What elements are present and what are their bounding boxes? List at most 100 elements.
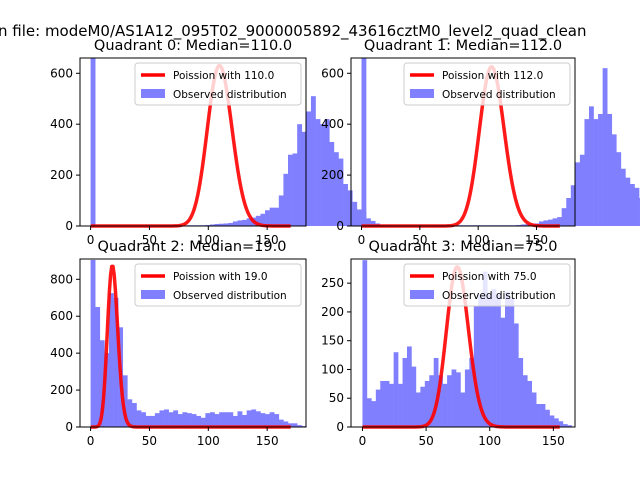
histogram-bar	[500, 317, 506, 427]
x-tick-label: 0	[87, 233, 95, 247]
axis-ticks: 0 50 100 150 0 200 400 600 800	[50, 272, 279, 448]
histogram-bar	[473, 306, 479, 427]
histogram-bar	[375, 389, 381, 427]
y-tick-label: 600	[50, 309, 73, 323]
legend-box	[403, 263, 571, 307]
y-tick-label: 0	[65, 219, 73, 233]
y-tick-label: 100	[321, 362, 344, 376]
legend-box	[403, 62, 571, 106]
legend-poisson-label: Poission with 19.0	[173, 271, 268, 283]
legend-hist-label: Observed distribution	[173, 89, 287, 101]
histogram-bar	[424, 380, 430, 427]
x-tick-label: 50	[418, 434, 433, 448]
histogram-bar	[549, 415, 555, 427]
histogram-bar	[246, 410, 252, 427]
histogram-bar	[429, 375, 435, 427]
histogram-bar	[232, 221, 238, 226]
histogram-bar	[384, 380, 390, 427]
histogram-bar	[297, 425, 303, 427]
histogram-bar	[168, 412, 174, 427]
histogram-bar	[278, 195, 284, 226]
histogram-bar	[141, 412, 146, 427]
histogram-bar	[177, 414, 183, 427]
histogram-bar	[451, 369, 457, 427]
histogram-bar	[447, 375, 452, 427]
histogram-bar	[108, 293, 114, 427]
histogram-bar	[469, 357, 475, 427]
histogram-bar	[598, 114, 603, 226]
subplot-title: Quadrant 0: Median=110.0	[94, 38, 292, 54]
histogram-bar	[274, 207, 280, 226]
axes-frame	[350, 258, 576, 428]
legend: Poission with 112.0 Observed distributio…	[403, 62, 571, 106]
histogram-bar	[389, 383, 394, 427]
histogram-bar	[362, 260, 368, 427]
histogram-bar	[173, 410, 179, 427]
histogram-bar	[561, 208, 567, 226]
legend-box	[134, 62, 302, 106]
x-tick-label: 50	[412, 233, 427, 247]
histogram-bar	[306, 111, 312, 226]
histogram-bar	[543, 220, 549, 226]
histogram-bar	[438, 375, 443, 427]
histogram-bar	[540, 403, 546, 427]
histogram-bar	[338, 158, 344, 226]
histogram-bar	[301, 131, 307, 226]
x-tick-label: 0	[87, 434, 95, 448]
axes-frame	[350, 57, 576, 227]
histogram-bar	[545, 409, 550, 427]
histogram-bar	[464, 369, 470, 427]
histogram-bar	[228, 222, 234, 226]
y-tick-label: 200	[321, 168, 344, 182]
histogram-bar	[402, 357, 408, 427]
histogram-bar	[616, 152, 622, 226]
histogram-bar	[283, 173, 289, 226]
histogram-bar	[278, 419, 284, 427]
histogram-bar	[420, 386, 426, 427]
x-tick-label: 0	[358, 233, 366, 247]
legend-poisson-label: Poission with 110.0	[173, 70, 274, 82]
x-tick-label: 0	[359, 434, 367, 448]
histogram-bar	[361, 58, 367, 226]
histogram-bar	[90, 58, 96, 226]
subplot-title: Quadrant 3: Median=75.0	[369, 239, 558, 255]
histogram-bar	[522, 375, 528, 427]
histogram-bar	[237, 220, 243, 226]
histogram-bar	[219, 223, 225, 226]
histogram-bar	[297, 124, 303, 226]
histogram-bar	[456, 372, 461, 427]
histogram-bar	[260, 213, 266, 226]
histogram-bar	[562, 424, 568, 427]
histogram-bar	[228, 412, 234, 427]
histogram-bar	[113, 297, 119, 427]
y-tick-label: 600	[50, 66, 73, 80]
histogram-bar	[223, 412, 229, 427]
histogram-bar	[255, 411, 261, 427]
histogram-bar	[99, 340, 105, 427]
histogram-bar	[433, 357, 439, 427]
histogram-bar	[343, 184, 348, 226]
histogram-bar	[538, 221, 544, 226]
histogram-bar	[527, 380, 533, 427]
histogram-bar	[232, 415, 238, 427]
histogram-bar	[491, 288, 497, 427]
histogram-bar	[411, 366, 417, 427]
legend-hist-swatch	[141, 290, 165, 299]
histogram-bar	[283, 421, 289, 427]
histogram-bar	[407, 346, 412, 427]
y-tick-label: 150	[321, 334, 344, 348]
y-tick-label: 200	[50, 383, 73, 397]
histogram-bar	[607, 114, 613, 226]
histogram-bar	[398, 383, 403, 427]
histogram-bar	[205, 413, 211, 427]
histogram-bars	[90, 58, 390, 227]
histogram-bar	[324, 119, 330, 226]
x-tick-label: 100	[197, 434, 220, 448]
histogram-bar	[371, 401, 377, 427]
histogram-bar	[513, 323, 519, 427]
histogram-bar	[557, 217, 562, 226]
histogram-bar	[393, 352, 399, 427]
histogram-bar	[292, 423, 298, 427]
legend-poisson-label: Poission with 75.0	[442, 271, 537, 283]
